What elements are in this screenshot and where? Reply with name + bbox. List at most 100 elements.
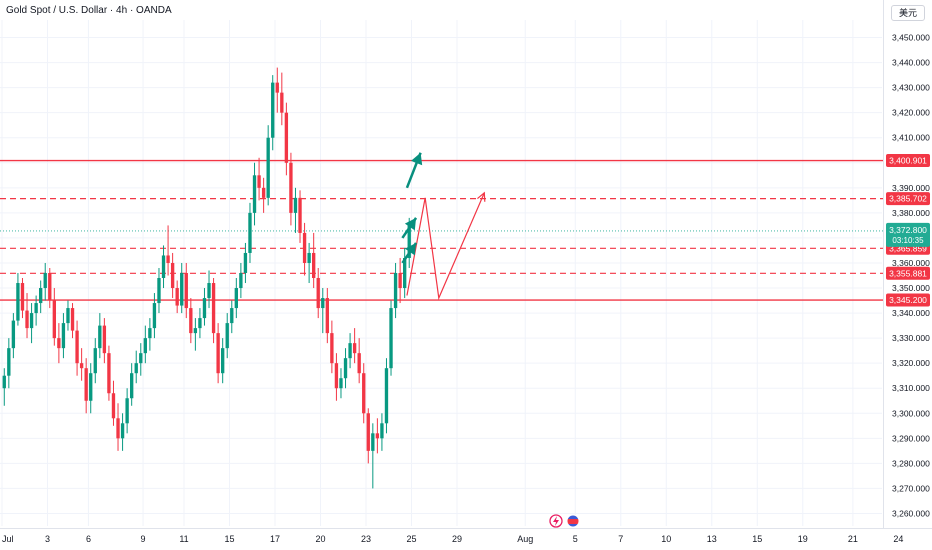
- x-tick-label: 23: [361, 534, 371, 544]
- x-tick-label: 10: [661, 534, 671, 544]
- candle: [312, 232, 316, 289]
- candle: [362, 363, 366, 424]
- candle-body: [66, 308, 70, 324]
- candle: [389, 300, 393, 376]
- candle-body: [139, 353, 143, 364]
- candle: [57, 323, 61, 364]
- candle-body: [202, 298, 207, 319]
- candle: [184, 262, 188, 319]
- x-tick-label: 6: [86, 534, 91, 544]
- arrow-head: [411, 152, 423, 166]
- flag-stripes: [567, 519, 579, 524]
- candle-body: [193, 328, 198, 334]
- candle: [70, 303, 75, 339]
- candle: [366, 408, 370, 464]
- candle: [357, 338, 361, 384]
- candle: [316, 267, 320, 319]
- candle: [239, 262, 243, 299]
- candle-body: [39, 288, 43, 304]
- candle-body: [11, 320, 16, 349]
- candle-body: [152, 303, 157, 329]
- candle: [375, 418, 380, 454]
- level-price-label: 3,400.901: [889, 156, 927, 166]
- y-tick-label: 3,430.000: [892, 83, 930, 93]
- candle: [298, 190, 302, 243]
- candle: [84, 358, 88, 414]
- currency-button[interactable]: 美元: [891, 5, 925, 21]
- candle-body: [43, 273, 47, 289]
- candle: [384, 358, 389, 434]
- candle-body: [334, 363, 339, 389]
- arrow-head: [477, 191, 486, 202]
- x-tick-label: 17: [270, 534, 280, 544]
- x-tick-label: 21: [848, 534, 858, 544]
- candle: [157, 267, 161, 314]
- candle-body: [143, 338, 147, 354]
- level-price-label: 3,355.881: [889, 268, 927, 278]
- candle-body: [7, 348, 11, 376]
- candle: [39, 280, 43, 314]
- candle: [393, 262, 398, 319]
- candle-body: [403, 257, 407, 289]
- candle: [139, 343, 143, 376]
- candle-body: [257, 175, 261, 188]
- time-axis[interactable]: Jul 3 6 9 11 15 17 20 23 25 29 Aug 5 7 10 13 15 19 21 24: [0, 528, 932, 550]
- red-projection-arrow: [406, 192, 485, 301]
- candle-body: [266, 137, 270, 198]
- candle-body: [52, 300, 56, 339]
- candle: [334, 353, 339, 401]
- candle: [98, 313, 102, 359]
- y-tick-label: 3,380.000: [892, 208, 930, 218]
- candle-body: [175, 288, 179, 306]
- candle-body: [148, 328, 152, 339]
- candle-body: [111, 393, 116, 419]
- y-tick-label: 3,310.000: [892, 383, 930, 393]
- countdown-label: 03:10:35: [892, 236, 924, 245]
- candle: [252, 162, 257, 226]
- y-tick-label: 3,270.000: [892, 483, 930, 493]
- candle-body: [316, 278, 320, 309]
- candle: [152, 293, 157, 339]
- price-axis[interactable]: 3,260.000 3,270.000 3,280.000 3,290.000 3,30…: [883, 0, 932, 550]
- candle-body: [170, 262, 175, 289]
- candle-body: [89, 373, 93, 401]
- arrow-head: [404, 242, 417, 256]
- candle-body: [120, 423, 125, 439]
- candle-body: [275, 82, 279, 93]
- candle-body: [134, 363, 138, 374]
- flag-ring: [566, 514, 580, 528]
- candle: [79, 348, 84, 381]
- y-tick-label: 3,290.000: [892, 433, 930, 443]
- grid: [0, 20, 899, 526]
- candle: [403, 247, 407, 299]
- candle-body: [248, 212, 252, 253]
- candle-body: [48, 273, 52, 301]
- y-tick-label: 3,410.000: [892, 133, 930, 143]
- candle: [134, 350, 138, 384]
- candle-body: [339, 378, 343, 389]
- candle-body: [2, 375, 6, 389]
- time-axis-bg: [0, 528, 932, 550]
- candles: [2, 67, 411, 489]
- candle: [52, 288, 56, 346]
- y-tick-label: 3,280.000: [892, 458, 930, 468]
- candle-body: [230, 308, 234, 324]
- candle: [271, 75, 275, 151]
- candle-body: [352, 343, 357, 354]
- candle: [116, 403, 120, 451]
- candle: [257, 157, 261, 201]
- candle: [380, 413, 384, 451]
- candle-body: [243, 252, 248, 273]
- candle-body: [198, 318, 202, 329]
- x-tick-label: 29: [452, 534, 462, 544]
- candle: [275, 67, 279, 113]
- x-tick-label: 24: [893, 534, 903, 544]
- candle: [170, 252, 175, 299]
- x-tick-label: 7: [618, 534, 623, 544]
- candle-body: [234, 288, 238, 309]
- candle: [175, 280, 179, 314]
- candle-body: [407, 225, 411, 258]
- candle-body: [211, 283, 216, 334]
- candle-body: [280, 92, 284, 113]
